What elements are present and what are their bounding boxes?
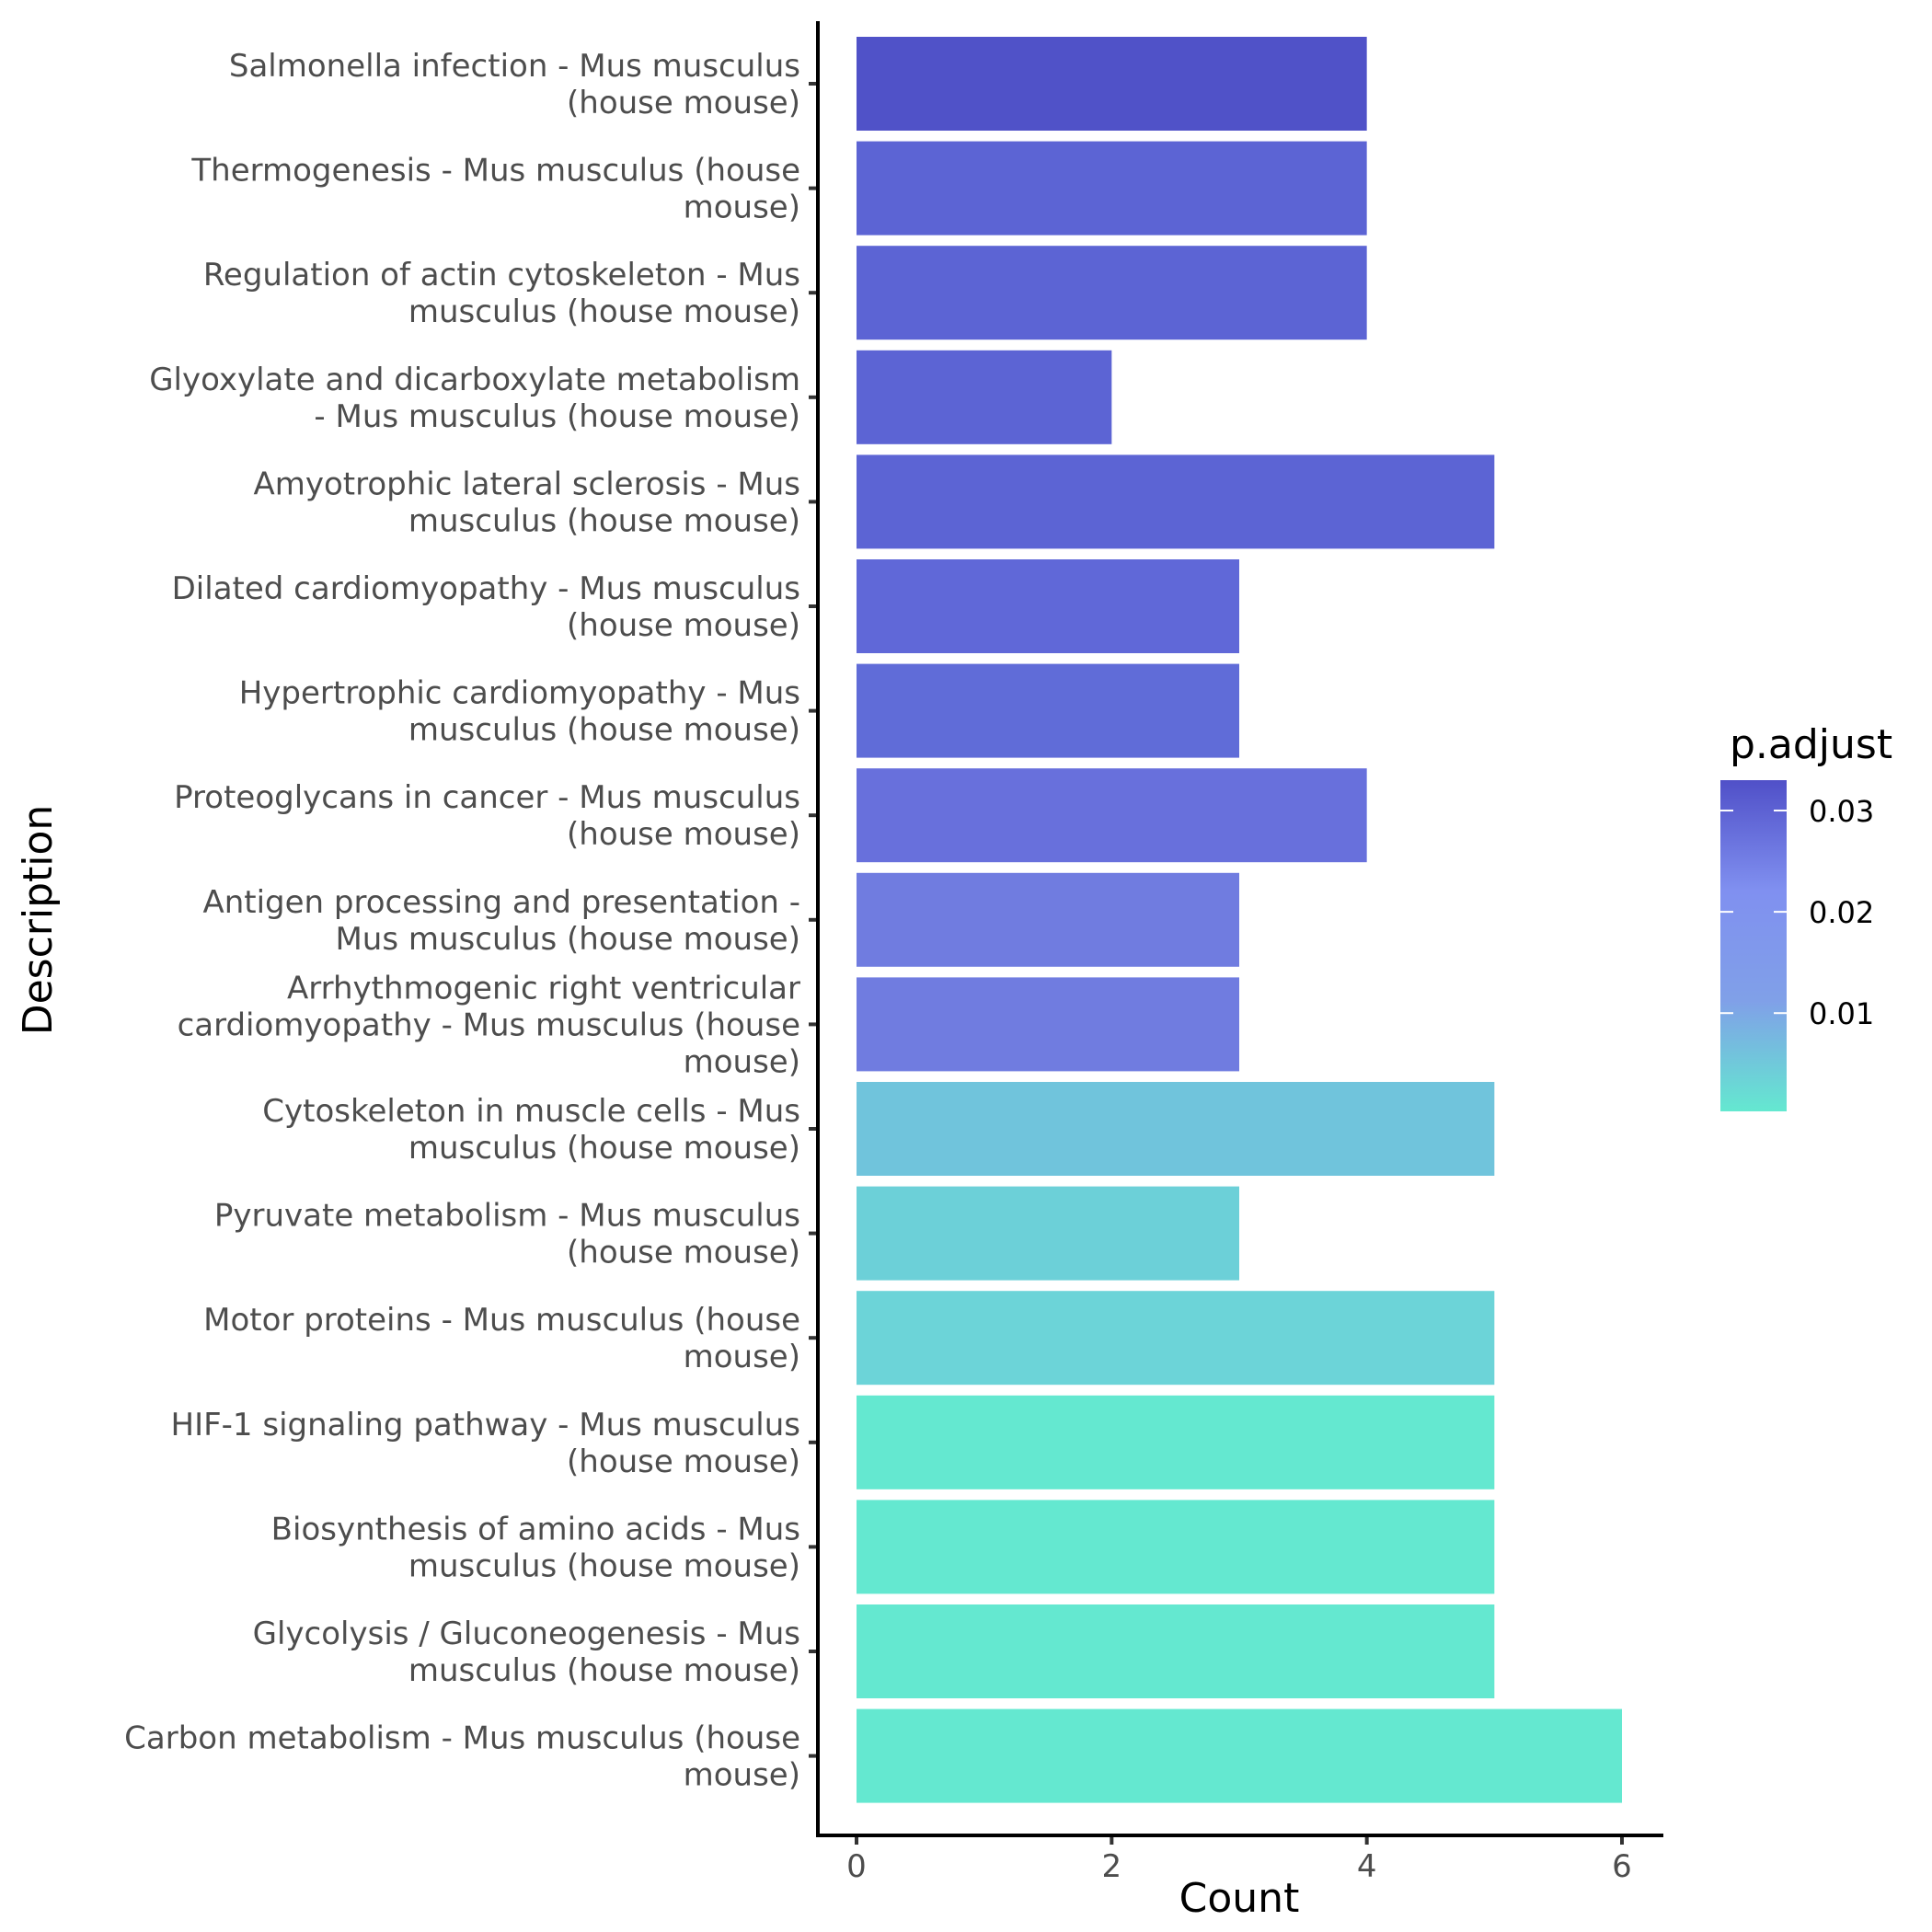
bar bbox=[857, 1186, 1239, 1281]
bar bbox=[857, 1395, 1495, 1489]
y-tick-label: Proteoglycans in cancer - Mus musculus (h… bbox=[174, 779, 800, 853]
y-tick-label: Pyruvate metabolism - Mus musculus (house… bbox=[214, 1198, 800, 1271]
y-tick-label: Antigen processing and presentation -Mus… bbox=[202, 884, 800, 958]
x-tick-label: 6 bbox=[1612, 1848, 1632, 1885]
y-tick-label: Salmonella infection - Mus musculus (hous… bbox=[229, 48, 800, 121]
y-axis-labels: Salmonella infection - Mus musculus (hous… bbox=[124, 48, 800, 1794]
legend-title: p.adjust bbox=[1730, 721, 1892, 768]
colorbar bbox=[1720, 780, 1787, 1111]
bars-group bbox=[857, 37, 1622, 1803]
y-tick-label: Thermogenesis - Mus musculus (house mouse… bbox=[190, 153, 800, 226]
legend-tick-label: 0.02 bbox=[1809, 895, 1874, 930]
bar bbox=[857, 454, 1495, 549]
y-tick-label: Carbon metabolism - Mus musculus (house m… bbox=[124, 1720, 800, 1794]
bar bbox=[857, 663, 1239, 758]
bar bbox=[857, 1082, 1495, 1176]
y-axis-title: Description bbox=[15, 805, 62, 1036]
x-tick-label: 0 bbox=[846, 1848, 867, 1885]
bar bbox=[857, 246, 1367, 340]
y-tick-label: Motor proteins - Mus musculus (house mous… bbox=[203, 1302, 800, 1375]
y-tick-label: Dilated cardiomyopathy - Mus musculus (ho… bbox=[172, 570, 800, 644]
bar bbox=[857, 1708, 1622, 1803]
bar bbox=[857, 37, 1367, 131]
y-tick-label: Arrhythmogenic right ventricular cardiomy… bbox=[178, 970, 800, 1080]
y-tick-label: HIF-1 signaling pathway - Mus musculus (h… bbox=[171, 1407, 801, 1480]
y-tick-label: Biosynthesis of amino acids - Mus musculu… bbox=[271, 1511, 800, 1584]
x-tick-label: 2 bbox=[1102, 1848, 1122, 1885]
bar bbox=[857, 559, 1239, 653]
y-tick-label: Glycolysis / Gluconeogenesis - Mus muscul… bbox=[253, 1616, 800, 1689]
y-tick-label: Hypertrophic cardiomyopathy - Mus musculu… bbox=[239, 675, 800, 749]
bar bbox=[857, 1291, 1495, 1386]
legend-colorbar: p.adjust 0.01 0.02 0.03 bbox=[1720, 721, 1892, 1111]
x-axis-ticks: 0 2 4 6 bbox=[846, 1835, 1632, 1885]
x-axis-title: Count bbox=[1179, 1875, 1300, 1922]
bar bbox=[857, 1500, 1495, 1594]
bar bbox=[857, 141, 1367, 236]
legend-tick-label: 0.03 bbox=[1809, 794, 1874, 829]
bar bbox=[857, 872, 1239, 967]
y-tick-label: Amyotrophic lateral sclerosis - Mus muscu… bbox=[253, 466, 800, 539]
x-tick-label: 4 bbox=[1357, 1848, 1377, 1885]
y-tick-label: Cytoskeleton in muscle cells - Mus muscul… bbox=[262, 1093, 800, 1167]
bar bbox=[857, 350, 1112, 444]
legend-ticks: 0.01 0.02 0.03 bbox=[1720, 794, 1874, 1031]
y-tick-label: Regulation of actin cytoskeleton - Mus mu… bbox=[203, 257, 800, 330]
y-tick-label: Glyoxylate and dicarboxylate metabolism -… bbox=[149, 362, 800, 435]
bar bbox=[857, 1604, 1495, 1698]
legend-tick-label: 0.01 bbox=[1809, 996, 1874, 1031]
bar bbox=[857, 977, 1239, 1072]
bar bbox=[857, 768, 1367, 863]
